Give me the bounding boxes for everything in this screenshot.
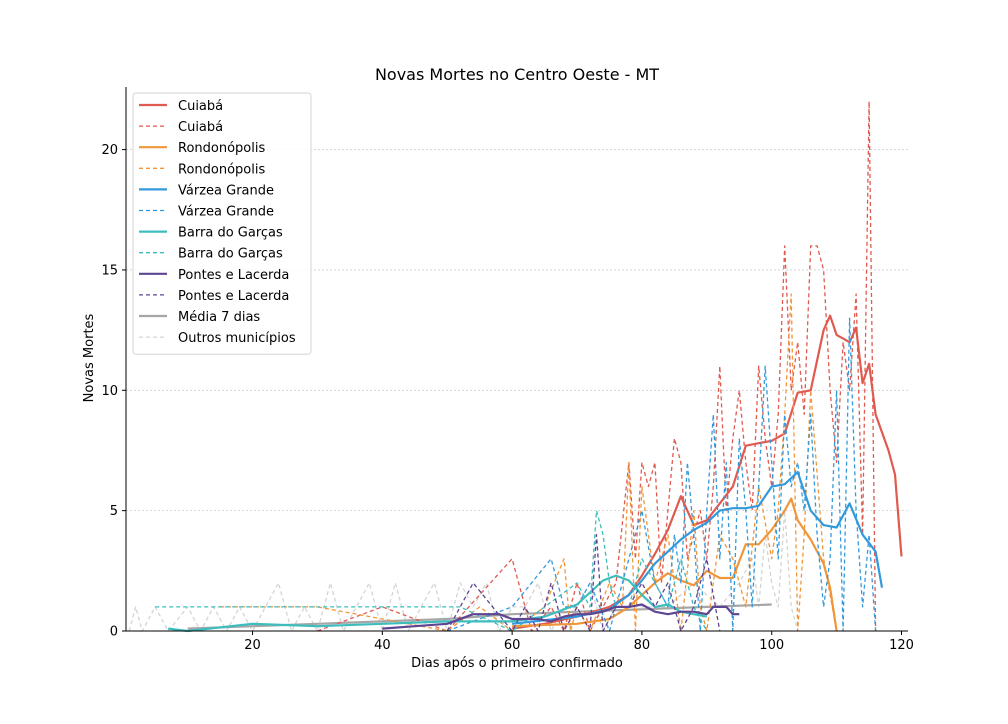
axes	[125, 87, 908, 632]
legend-label: Pontes e Lacerda	[178, 268, 289, 283]
series-line-barra-do-garcas-avg	[168, 574, 707, 633]
series-line-cuiaba-avg	[511, 314, 903, 630]
x-tick-label: 40	[374, 638, 391, 653]
tick-labels: 0 5 10 15 20 20 40 60 80 100 120	[101, 143, 913, 653]
series-line-cuiaba-daily	[317, 100, 877, 632]
series-line-varzea-grande-daily	[446, 317, 877, 632]
legend-label: Várzea Grande	[178, 205, 274, 220]
x-tick-label: 120	[889, 638, 914, 653]
x-axis-label: Dias após o primeiro confirmado	[411, 656, 623, 671]
x-tick-label: 100	[759, 638, 784, 653]
y-tick-label: 10	[101, 384, 118, 399]
series-line-pontes-e-lacerda-daily	[446, 534, 721, 632]
legend-label: Outros municípios	[178, 331, 296, 346]
y-axis-label: Novas Mortes	[82, 313, 97, 402]
x-tick-label: 20	[244, 638, 261, 653]
legend-box	[132, 92, 312, 355]
legend-label: Cuiabá	[178, 120, 223, 135]
series-layer	[128, 100, 903, 633]
series-line-barra-do-garcas-daily	[155, 509, 708, 632]
chart-title: Novas Mortes no Centro Oeste - MT	[375, 65, 659, 84]
y-tick-label: 20	[101, 143, 118, 158]
y-tick-label: 15	[101, 263, 118, 278]
legend-label: Cuiabá	[178, 99, 223, 114]
series-line-outros-municipios-daily	[128, 509, 799, 632]
y-tick-label: 5	[110, 504, 118, 519]
series-line-rondonopolis-avg	[512, 497, 838, 632]
legend-label: Pontes e Lacerda	[178, 289, 289, 304]
series-line-varzea-grande-avg	[511, 471, 884, 625]
legend-label: Barra do Garças	[178, 247, 283, 262]
series-line-rondonopolis-daily	[220, 293, 838, 632]
legend-label: Rondonópolis	[178, 162, 265, 177]
legend-label: Várzea Grande	[178, 183, 274, 198]
legend-label: Média 7 dias	[178, 310, 260, 325]
y-tick-label: 0	[110, 625, 118, 640]
x-tick-label: 80	[634, 638, 651, 653]
series-line-pontes-e-lacerda-avg	[382, 603, 740, 630]
x-tick-label: 60	[504, 638, 521, 653]
legend: Cuiabá Cuiabá Rondonópolis Rondonópolis Várz…	[132, 92, 312, 355]
legend-label: Rondonópolis	[178, 141, 265, 156]
legend-label: Barra do Garças	[178, 226, 283, 241]
